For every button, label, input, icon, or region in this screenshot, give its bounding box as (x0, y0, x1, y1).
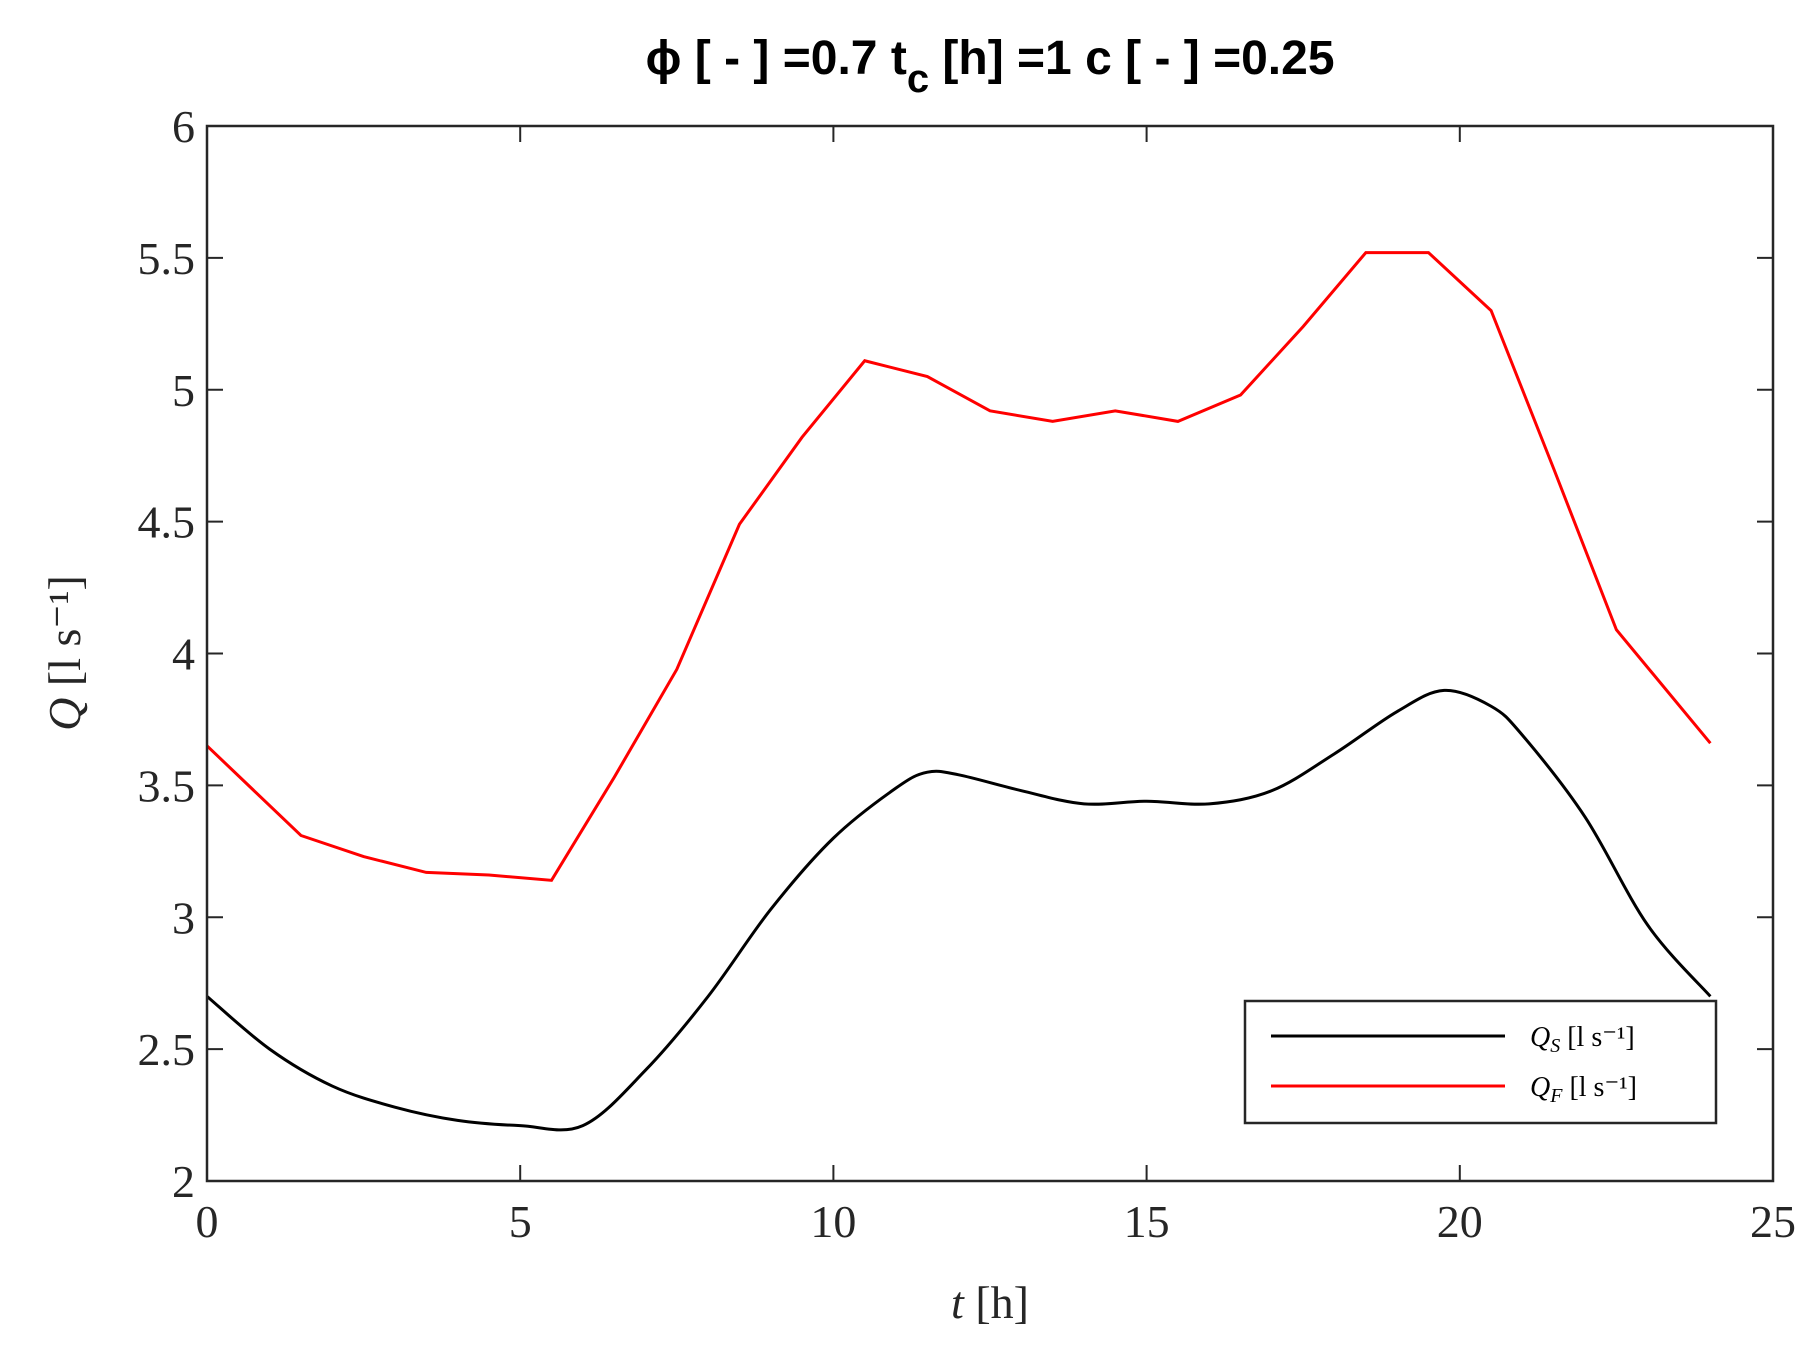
y-tick-label: 4 (172, 629, 195, 680)
y-tick-label: 3 (172, 892, 195, 943)
y-tick-label: 2.5 (138, 1024, 196, 1075)
chart-title: ϕ [ - ] =0.7 tc [h] =1 c [ - ] =0.25 (645, 32, 1334, 101)
x-tick-label: 15 (1124, 1196, 1170, 1247)
y-tick-label: 6 (172, 101, 195, 152)
y-axis-label: Q [l s⁻¹] (39, 575, 90, 731)
x-tick-label: 5 (509, 1196, 532, 1247)
legend-entry: QS [l s⁻¹] (1530, 1022, 1635, 1057)
legend-unit: [l s⁻¹] (1560, 1022, 1635, 1053)
y-tick-label: 4.5 (138, 497, 196, 548)
legend-entry: QF [l s⁻¹] (1530, 1072, 1637, 1107)
x-tick-label: 20 (1437, 1196, 1483, 1247)
y-label-symbol: Q (39, 698, 90, 731)
x-tick-label: 10 (810, 1196, 856, 1247)
legend-symbol: Q (1530, 1022, 1550, 1053)
title-rest: [h] =1 c [ - ] =0.25 (929, 32, 1334, 85)
title-main: ϕ [ - ] =0.7 t (645, 32, 906, 85)
x-axis-label: t [h] (951, 1277, 1029, 1328)
legend-unit: [l s⁻¹] (1562, 1072, 1637, 1103)
x-tick-label: 0 (196, 1196, 219, 1247)
x-tick-label: 25 (1750, 1196, 1796, 1247)
y-label-unit: [l s⁻¹] (39, 575, 90, 697)
x-label-unit: [h] (964, 1277, 1029, 1328)
x-label-symbol: t (951, 1277, 965, 1328)
y-tick-label: 5 (172, 365, 195, 416)
legend-symbol: Q (1530, 1072, 1550, 1103)
plot-frame (205, 124, 1775, 1183)
title-subscript: c (907, 57, 929, 101)
legend-subscript: S (1550, 1035, 1560, 1057)
legend-subscript: F (1549, 1085, 1563, 1107)
data-line (205, 251, 1712, 882)
legend-box (1243, 999, 1718, 1125)
y-tick-label: 3.5 (138, 760, 196, 811)
y-tick-label: 2 (172, 1156, 195, 1207)
y-tick-label: 5.5 (138, 233, 196, 284)
data-line (206, 688, 1712, 1132)
